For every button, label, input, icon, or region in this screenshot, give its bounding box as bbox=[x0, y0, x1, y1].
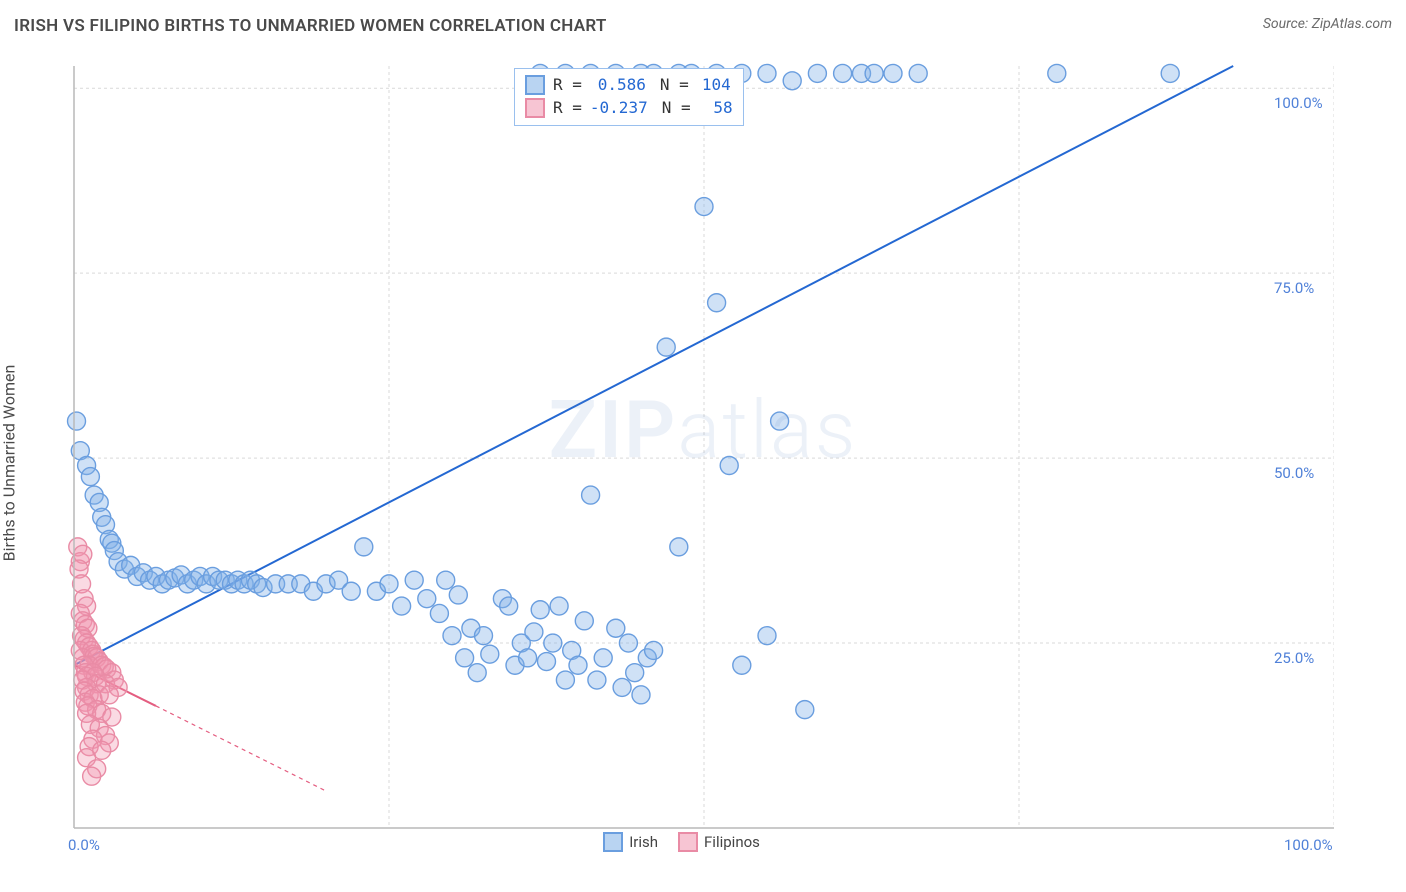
y-tick-label: 25.0% bbox=[1274, 649, 1314, 667]
correlation-legend: R = 0.586 N = 104 R = -0.237 N = 58 bbox=[514, 68, 744, 126]
legend-n-value: 58 bbox=[699, 96, 733, 119]
legend-r-label: R = bbox=[553, 73, 582, 96]
series-label: Filipinos bbox=[704, 833, 760, 851]
y-axis-label: Births to Unmarried Women bbox=[0, 365, 19, 562]
source-label: Source: ZipAtlas.com bbox=[1263, 16, 1392, 32]
scatter-plot-svg bbox=[14, 48, 1334, 858]
series-label: Irish bbox=[629, 833, 658, 851]
legend-n-value: 104 bbox=[697, 73, 731, 96]
series-swatch bbox=[603, 832, 623, 852]
legend-row: R = -0.237 N = 58 bbox=[525, 96, 733, 119]
legend-swatch bbox=[525, 98, 545, 118]
legend-row: R = 0.586 N = 104 bbox=[525, 73, 733, 96]
chart-title: IRISH VS FILIPINO BIRTHS TO UNMARRIED WO… bbox=[14, 16, 607, 36]
x-tick-label: 0.0% bbox=[68, 836, 100, 854]
y-tick-label: 75.0% bbox=[1274, 279, 1314, 297]
x-tick-label: 100.0% bbox=[1284, 836, 1333, 854]
legend-n-label: N = bbox=[660, 73, 689, 96]
series-legend: Irish Filipinos bbox=[603, 832, 760, 852]
y-tick-label: 100.0% bbox=[1274, 94, 1323, 112]
legend-n-label: N = bbox=[662, 96, 691, 119]
legend-swatch bbox=[525, 75, 545, 95]
legend-r-label: R = bbox=[553, 96, 582, 119]
legend-r-value: -0.237 bbox=[590, 96, 648, 119]
series-legend-item: Filipinos bbox=[678, 832, 760, 852]
legend-r-value: 0.586 bbox=[590, 73, 646, 96]
series-legend-item: Irish bbox=[603, 832, 658, 852]
header: IRISH VS FILIPINO BIRTHS TO UNMARRIED WO… bbox=[14, 16, 1392, 36]
y-tick-label: 50.0% bbox=[1274, 464, 1314, 482]
series-swatch bbox=[678, 832, 698, 852]
chart-container: Births to Unmarried Women ZIPatlas R =0.… bbox=[14, 48, 1392, 878]
